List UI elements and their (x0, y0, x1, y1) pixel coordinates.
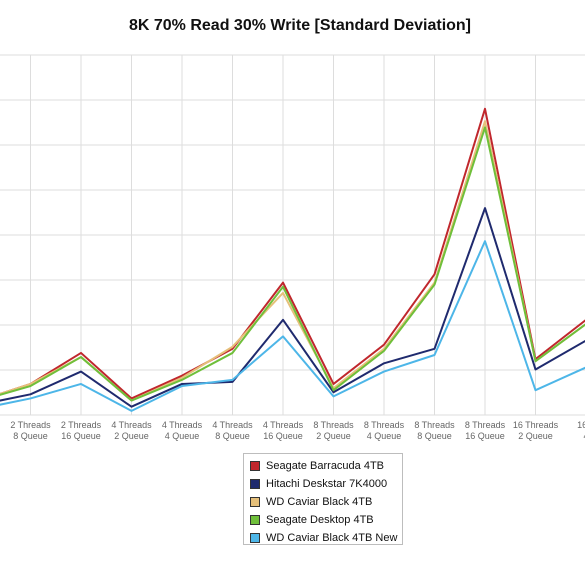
legend-label: Seagate Barracuda 4TB (266, 459, 385, 472)
x-tick-label: 16 Queue (263, 431, 303, 441)
x-tick-label: 4 (583, 431, 585, 441)
chart-title: 8K 70% Read 30% Write [Standard Deviatio… (128, 17, 472, 34)
x-tick-label: 2 Queue (518, 431, 553, 441)
series-line-1 (0, 107, 585, 400)
legend-item-seagate-barracuda: Seagate Barracuda 4TB (250, 458, 384, 473)
x-tick-label: 16 Threads (513, 420, 559, 430)
legend-swatch (250, 532, 260, 543)
legend-label: Seagate Desktop 4TB (266, 513, 374, 526)
x-tick-label: 8 Threads (313, 420, 354, 430)
legend-swatch (250, 514, 260, 525)
x-tick-label: 2 Queue (114, 431, 149, 441)
legend: Seagate Barracuda 4TB Hitachi Deskstar 7… (243, 453, 403, 545)
legend-label: Hitachi Deskstar 7K4000 (266, 477, 388, 490)
x-tick-label: 8 Queue (215, 431, 250, 441)
legend-swatch (250, 460, 260, 471)
x-tick-label: 8 Threads (414, 420, 455, 430)
x-tick-label: 4 Threads (111, 420, 152, 430)
series-lines (0, 107, 585, 412)
x-tick-label: 4 Threads (162, 420, 203, 430)
grid (0, 54, 585, 416)
x-tick-label: 4 Threads (212, 420, 253, 430)
x-tick-label: 8 Queue (13, 431, 48, 441)
series-line-2 (0, 207, 585, 408)
legend-item-hitachi-deskstar: Hitachi Deskstar 7K4000 (250, 476, 387, 491)
series-line-5 (0, 240, 585, 412)
x-tick-label: 2 Threads (61, 420, 102, 430)
x-tick-label: 8 Threads (364, 420, 405, 430)
x-tick-label: 4 Queue (367, 431, 402, 441)
x-tick-label: 16 Queue (465, 431, 505, 441)
x-tick-label: 8 Queue (417, 431, 452, 441)
series-line-4 (0, 126, 585, 402)
legend-label: WD Caviar Black 4TB New (266, 531, 398, 544)
legend-swatch (250, 478, 260, 489)
legend-item-wd-caviar-black: WD Caviar Black 4TB (250, 494, 372, 509)
legend-label: WD Caviar Black 4TB (266, 495, 373, 508)
x-tick-label: 2 Queue (316, 431, 351, 441)
legend-item-wd-caviar-black-new: WD Caviar Black 4TB New (250, 530, 397, 545)
x-tick-label: 4 Queue (165, 431, 200, 441)
x-tick-label: 2 Threads (10, 420, 51, 430)
x-tick-label: 16 T (577, 420, 585, 430)
legend-swatch (250, 496, 260, 507)
legend-item-seagate-desktop: Seagate Desktop 4TB (250, 512, 374, 527)
x-tick-label: 16 Queue (61, 431, 101, 441)
x-tick-label: 4 Threads (263, 420, 304, 430)
x-tick-label: 8 Threads (465, 420, 506, 430)
